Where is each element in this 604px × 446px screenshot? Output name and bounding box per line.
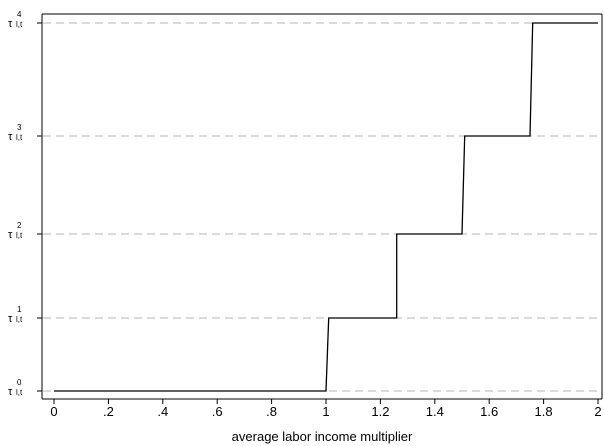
x-axis-label: average labor income multiplier (232, 429, 413, 444)
x-tick-label: .2 (103, 404, 114, 419)
y-tick-label-sub: l,t (16, 315, 23, 324)
y-tick-label-sup: 1 (17, 305, 22, 314)
x-tick-label: 1.2 (371, 404, 389, 419)
y-tick-label-sub: l,t (16, 20, 23, 29)
y-tick-label: τ l,t0 (8, 378, 23, 398)
x-tick-label: .6 (212, 404, 223, 419)
x-tick-label: 1 (322, 404, 329, 419)
y-tick-label-sup: 0 (17, 378, 22, 387)
y-tick-label-sub: l,t (16, 388, 23, 397)
x-tick-label: 1.4 (426, 404, 444, 419)
series-layer (54, 22, 598, 392)
y-tick-label: τ l,t2 (8, 221, 23, 241)
y-tick-label-base: τ (8, 18, 13, 30)
x-ticks: 0 .2 .4 .6 .8 1 1.2 1.4 1.6 1.8 2 (50, 399, 602, 419)
y-tick-label-sub: l,t (16, 231, 23, 240)
y-tick-label-base: τ (8, 386, 13, 398)
y-ticks: τ l,t0τ l,t1τ l,t2τ l,t3τ l,t4 (8, 10, 42, 398)
y-tick-label-base: τ (8, 131, 13, 143)
y-tick-label-sup: 2 (17, 221, 22, 230)
y-tick-label-sub: l,t (16, 133, 23, 142)
x-tick-label: 2 (594, 404, 601, 419)
step-series-line (54, 22, 598, 392)
y-tick-label-sup: 3 (17, 123, 22, 132)
y-tick-label: τ l,t3 (8, 123, 23, 143)
x-tick-label: .4 (157, 404, 168, 419)
x-tick-label: 1.8 (535, 404, 553, 419)
x-tick-label: 1.6 (480, 404, 498, 419)
y-tick-label-base: τ (8, 229, 13, 241)
y-tick-label-base: τ (8, 313, 13, 325)
x-tick-label: .8 (266, 404, 277, 419)
y-tick-label-sup: 4 (17, 10, 22, 19)
y-tick-label: τ l,t1 (8, 305, 23, 325)
y-tick-label: τ l,t4 (8, 10, 23, 30)
x-tick-label: 0 (50, 404, 57, 419)
